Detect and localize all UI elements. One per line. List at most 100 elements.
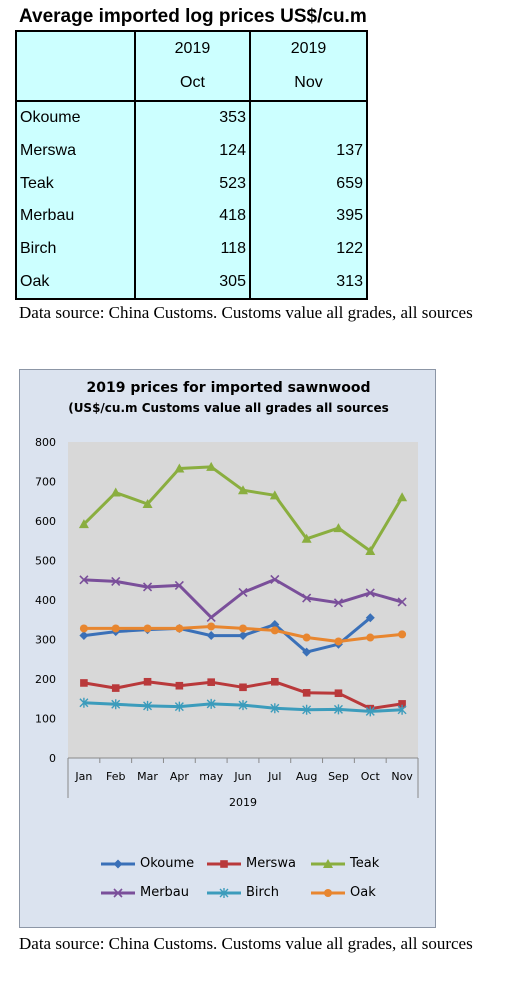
data-point bbox=[111, 684, 120, 692]
nov-price-cell: 313 bbox=[249, 265, 369, 301]
table-row: Merbau 418 395 bbox=[15, 200, 369, 233]
data-point bbox=[174, 701, 184, 712]
legend-swatch bbox=[101, 859, 135, 868]
data-point bbox=[269, 490, 280, 500]
table-header-row: Oct Nov bbox=[15, 66, 369, 102]
species-cell: Oak bbox=[15, 265, 136, 301]
x-tick-label: Mar bbox=[137, 770, 158, 783]
x-tick-label: Sep bbox=[328, 770, 349, 783]
series-merbau bbox=[79, 574, 407, 622]
chart-source-note: Data source: China Customs. Customs valu… bbox=[19, 934, 473, 953]
y-tick-label: 100 bbox=[35, 713, 56, 726]
species-cell: Merswa bbox=[15, 134, 136, 168]
series-line bbox=[83, 616, 372, 654]
data-point bbox=[142, 582, 153, 592]
series-merswa bbox=[80, 677, 406, 713]
oct-price-cell: 305 bbox=[134, 265, 251, 301]
x-tick-label: Feb bbox=[106, 770, 125, 783]
data-point bbox=[365, 588, 375, 598]
data-point bbox=[302, 647, 312, 657]
data-point bbox=[206, 461, 217, 471]
legend-item-okoume: Okoume bbox=[100, 856, 194, 871]
legend-marker bbox=[324, 888, 332, 897]
series-oak bbox=[79, 622, 407, 646]
data-point bbox=[334, 689, 343, 698]
chart-plot: 0 100 200 300 400 500 600 700 800 Jan Feb Mar Apr may… bbox=[35, 436, 419, 809]
x-tick-label: Jan bbox=[74, 770, 92, 783]
table-row: Merswa 124 137 bbox=[15, 134, 369, 168]
legend-marker bbox=[323, 858, 333, 868]
data-point bbox=[79, 697, 89, 708]
table-source-note: Data source: China Customs. Customs valu… bbox=[19, 303, 473, 322]
oct-price-cell: 418 bbox=[134, 200, 251, 233]
legend-marker bbox=[219, 887, 229, 898]
x-tick-label: Jul bbox=[267, 770, 281, 783]
x-tick-label: Oct bbox=[361, 770, 381, 783]
legend-swatch bbox=[311, 858, 345, 868]
x-axis-label: 2019 bbox=[229, 796, 257, 809]
y-tick-label: 200 bbox=[35, 673, 56, 686]
data-point bbox=[238, 587, 248, 598]
header-year-oct: 2019 bbox=[134, 30, 251, 66]
oct-price-cell: 353 bbox=[134, 101, 251, 135]
data-point bbox=[397, 492, 408, 502]
legend-item-birch: Birch bbox=[206, 885, 279, 900]
data-point bbox=[239, 683, 247, 692]
data-point bbox=[111, 624, 120, 633]
table-row: Birch 118 122 bbox=[15, 232, 369, 266]
data-point bbox=[238, 700, 248, 711]
data-point bbox=[207, 622, 216, 631]
data-point bbox=[366, 633, 375, 642]
data-point bbox=[365, 706, 375, 717]
data-point bbox=[174, 463, 185, 473]
data-point bbox=[143, 624, 152, 633]
data-point bbox=[80, 679, 88, 687]
data-point bbox=[207, 678, 215, 686]
data-point bbox=[239, 624, 247, 633]
data-point bbox=[271, 677, 279, 686]
x-tick-label: Jun bbox=[233, 770, 251, 783]
series-birch bbox=[79, 697, 407, 717]
data-point bbox=[301, 533, 312, 543]
data-point bbox=[302, 633, 311, 642]
data-point bbox=[78, 519, 89, 529]
header-month-oct: Oct bbox=[134, 66, 251, 102]
data-point bbox=[333, 523, 344, 533]
data-point bbox=[79, 631, 89, 641]
legend-label: Merswa bbox=[246, 856, 296, 871]
data-point bbox=[206, 612, 216, 622]
y-tick-label: 500 bbox=[35, 555, 56, 568]
y-tick-label: 700 bbox=[35, 476, 56, 489]
oct-price-cell: 118 bbox=[134, 232, 251, 266]
oct-price-cell: 124 bbox=[134, 134, 251, 168]
data-point bbox=[238, 631, 248, 641]
legend-item-merswa: Merswa bbox=[206, 856, 296, 871]
nov-price-cell: 122 bbox=[249, 232, 369, 266]
data-point bbox=[302, 704, 312, 715]
x-tick-label: Apr bbox=[170, 770, 190, 783]
data-point bbox=[270, 703, 280, 714]
species-cell: Merbau bbox=[15, 200, 136, 233]
data-point bbox=[206, 698, 216, 709]
legend-item-merbau: Merbau bbox=[100, 885, 189, 900]
data-point bbox=[175, 681, 184, 690]
legend-marker bbox=[220, 859, 228, 868]
nov-price-cell: 659 bbox=[249, 167, 369, 201]
legend-label: Merbau bbox=[140, 885, 190, 900]
data-point bbox=[334, 637, 343, 646]
y-tick-label: 400 bbox=[35, 594, 56, 607]
table-title: Average imported log prices US$/cu.m bbox=[19, 6, 367, 27]
data-point bbox=[397, 704, 407, 715]
y-tick-label: 800 bbox=[35, 436, 56, 449]
legend-swatch bbox=[101, 887, 135, 898]
series-teak bbox=[78, 461, 408, 556]
data-point bbox=[398, 700, 406, 708]
data-point bbox=[174, 580, 184, 590]
species-cell: Okoume bbox=[15, 101, 136, 135]
data-point bbox=[111, 699, 121, 710]
header-month-nov: Nov bbox=[249, 66, 369, 102]
log-price-table: 2019 2019 Oct Nov Okoume 353 Merswa 124 … bbox=[15, 30, 369, 301]
data-point bbox=[238, 485, 248, 495]
nov-price-cell bbox=[249, 101, 369, 135]
data-point bbox=[398, 630, 407, 639]
